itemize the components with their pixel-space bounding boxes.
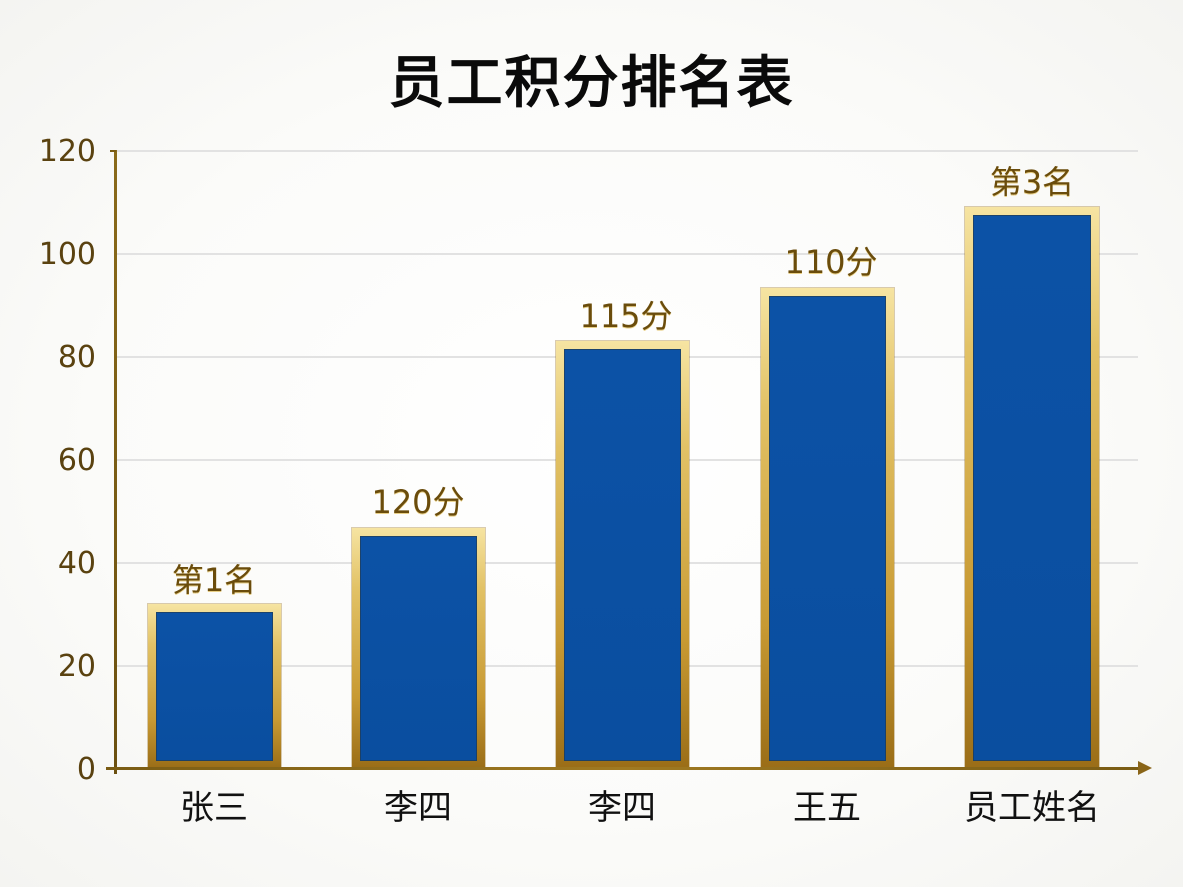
gridline-100: [116, 253, 1138, 255]
y-tick-label: 40: [57, 546, 96, 581]
x-category-label: 张三: [180, 788, 248, 828]
x-category-label: 王五: [793, 788, 861, 828]
y-tick-label: 20: [57, 649, 96, 684]
bar-lisi-1: [352, 528, 485, 769]
x-axis-arrow-icon: [1138, 761, 1152, 775]
bar-data-label: 第3名: [989, 163, 1075, 201]
y-tick-label: 100: [38, 237, 96, 272]
y-tick-label: 120: [38, 134, 96, 169]
y-tick-label: 80: [57, 340, 96, 375]
bar-employee-name: [965, 207, 1099, 769]
bar-lisi-2: [556, 341, 689, 769]
bar-data-label: 第1名: [171, 561, 257, 599]
bar-data-label: 115分: [579, 297, 673, 335]
bar-zhangsan: [148, 604, 281, 769]
gridline-120: [116, 150, 1138, 152]
chart-title: 员工积分排名表: [388, 51, 795, 116]
bar-data-label: 120分: [371, 483, 465, 521]
x-category-label: 李四: [384, 788, 452, 828]
y-axis-cap: [110, 150, 116, 152]
bar-data-label: 110分: [784, 243, 878, 281]
y-tick-label: 60: [57, 443, 96, 478]
x-category-label: 李四: [588, 788, 656, 828]
x-axis-line: [106, 767, 1142, 770]
bar-wangwu: [761, 288, 894, 769]
y-axis-line: [114, 150, 117, 774]
x-category-label: 员工姓名: [964, 788, 1100, 828]
y-tick-label: 0: [76, 752, 96, 787]
